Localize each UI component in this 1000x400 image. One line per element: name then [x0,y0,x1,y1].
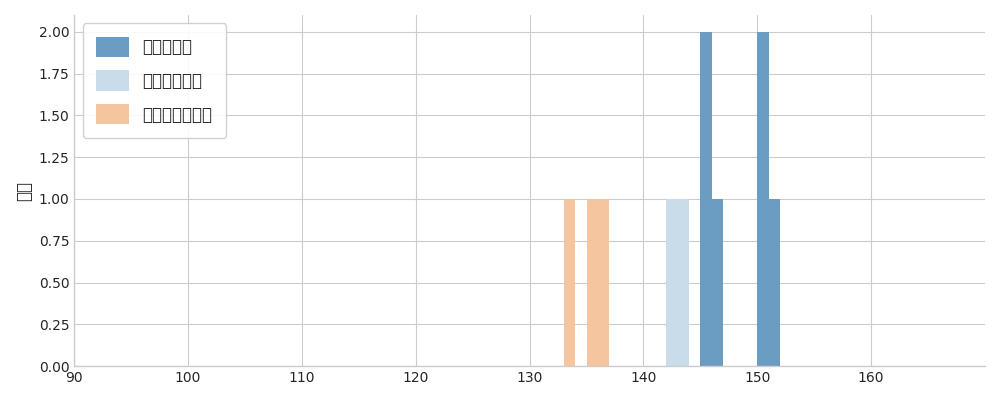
Bar [587,199,598,366]
Y-axis label: 球数: 球数 [15,180,33,200]
Bar [757,32,769,366]
Bar [700,32,712,366]
Bar [712,199,723,366]
Bar [678,199,689,366]
Bar [666,199,678,366]
Bar [769,199,780,366]
Bar [564,199,575,366]
Bar [598,199,609,366]
Legend: ストレート, カットボール, チェンジアップ: ストレート, カットボール, チェンジアップ [82,23,226,138]
